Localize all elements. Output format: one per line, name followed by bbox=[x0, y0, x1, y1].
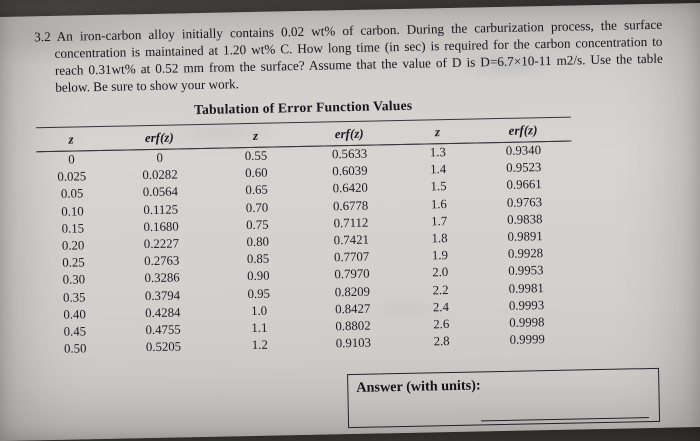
erf-value: 0.1680 bbox=[143, 219, 179, 235]
erf-value: 0.5205 bbox=[145, 339, 182, 355]
erf-value: 0.9340 bbox=[505, 143, 542, 158]
z-value: 0.65 bbox=[245, 183, 269, 198]
z-value: 1.8 bbox=[431, 231, 448, 246]
erf-value: 0.9763 bbox=[506, 194, 543, 210]
erf-column-header: erf(z) bbox=[334, 125, 364, 142]
erf-value: 0.4284 bbox=[145, 305, 181, 320]
erf-value: 0.6420 bbox=[332, 181, 369, 196]
z-value: 1.2 bbox=[251, 337, 268, 353]
z-value: 2.8 bbox=[433, 334, 450, 349]
erf-value: 0.6778 bbox=[332, 198, 369, 214]
z-value: 0.15 bbox=[61, 221, 85, 236]
erf-value: 0.9999 bbox=[509, 332, 545, 347]
erf-value: 0.9103 bbox=[335, 335, 372, 351]
problem-statement: 3.2 An iron-carbon alloy initially contai… bbox=[34, 16, 663, 97]
z-value: 1.5 bbox=[430, 179, 447, 194]
z-value: 0.10 bbox=[61, 204, 84, 219]
z-value: 1.1 bbox=[251, 320, 268, 335]
erf-value: 0.7421 bbox=[333, 232, 370, 248]
problem-text: An iron-carbon alloy initially contains … bbox=[54, 16, 663, 95]
problem-number: 3.2 bbox=[34, 28, 51, 45]
z-value: 0 bbox=[68, 152, 75, 167]
z-value: 0.80 bbox=[246, 234, 270, 250]
erf-value: 0.8427 bbox=[334, 301, 371, 317]
z-value: 0.20 bbox=[61, 238, 85, 253]
z-value: 1.6 bbox=[430, 196, 448, 212]
erf-value: 0.9981 bbox=[508, 280, 544, 296]
z-value: 2.0 bbox=[432, 265, 449, 280]
erf-value: 0.9891 bbox=[507, 229, 543, 244]
erf-value: 0.8802 bbox=[335, 318, 371, 334]
z-value: 1.7 bbox=[431, 213, 448, 229]
erf-value: 0.1125 bbox=[143, 202, 179, 217]
erf-column-header: erf(z) bbox=[508, 122, 538, 138]
erf-table-body: 0 0 0.55 0.5633 1.3 0.9340 0.025 0.0282 0.60 0.60… bbox=[37, 141, 576, 358]
erf-column-header: erf(z) bbox=[144, 129, 174, 146]
erf-value: 0.9838 bbox=[507, 212, 543, 227]
erf-value: 0.9523 bbox=[506, 160, 542, 176]
erf-value: 0.7970 bbox=[334, 267, 370, 282]
erf-value: 0.0282 bbox=[142, 167, 178, 183]
z-column-header: z bbox=[252, 127, 259, 143]
erf-value: 0.7707 bbox=[333, 249, 370, 265]
z-value: 0.70 bbox=[245, 200, 269, 215]
answer-label: Answer (with units): bbox=[356, 377, 481, 397]
erf-value: 0.0564 bbox=[142, 184, 179, 200]
erf-value: 0.3794 bbox=[144, 288, 181, 303]
erf-value: 0 bbox=[156, 150, 164, 165]
erf-table: z erf(z) z erf(z) z erf(z) 0 0 0.55 0.5633 1.3 0.9… bbox=[36, 117, 576, 359]
erf-value: 0.2227 bbox=[143, 236, 180, 252]
z-value: 0.05 bbox=[60, 186, 84, 202]
z-value: 1.0 bbox=[250, 303, 268, 318]
z-value: 0.35 bbox=[62, 289, 86, 305]
erf-value: 0.9953 bbox=[508, 263, 544, 279]
z-value: 1.4 bbox=[430, 162, 447, 177]
z-value: 0.50 bbox=[63, 341, 87, 356]
z-value: 0.75 bbox=[246, 217, 269, 232]
answer-box: Answer (with units): bbox=[347, 368, 661, 429]
z-value: 0.85 bbox=[246, 251, 270, 267]
z-column-header: z bbox=[68, 131, 74, 147]
erf-value: 0.8209 bbox=[334, 284, 371, 299]
z-value: 0.30 bbox=[62, 272, 86, 288]
z-value: 0.90 bbox=[247, 269, 270, 284]
z-value: 1.3 bbox=[429, 145, 446, 160]
z-value: 2.6 bbox=[433, 317, 450, 332]
z-value: 0.25 bbox=[62, 255, 85, 271]
z-value: 1.9 bbox=[431, 248, 449, 263]
erf-value: 0.6039 bbox=[332, 163, 368, 179]
erf-value: 0.2763 bbox=[144, 253, 180, 269]
z-value: 0.025 bbox=[57, 169, 87, 185]
z-value: 0.45 bbox=[63, 324, 87, 339]
erf-value: 0.7112 bbox=[333, 215, 369, 231]
erf-value: 0.4755 bbox=[145, 322, 181, 338]
erf-value: 0.9928 bbox=[507, 246, 544, 262]
z-value: 0.95 bbox=[247, 286, 271, 301]
z-value: 2.4 bbox=[432, 299, 450, 315]
erf-value: 0.3286 bbox=[144, 270, 180, 286]
z-value: 0.60 bbox=[245, 165, 268, 181]
erf-value: 0.9993 bbox=[508, 297, 545, 313]
erf-value: 0.9661 bbox=[506, 177, 542, 193]
erf-value: 0.9998 bbox=[509, 315, 545, 330]
z-value: 2.2 bbox=[432, 282, 449, 297]
z-column-header: z bbox=[434, 124, 441, 140]
z-value: 0.55 bbox=[244, 148, 268, 164]
z-value: 0.40 bbox=[63, 307, 86, 322]
erf-value: 0.5633 bbox=[331, 146, 368, 162]
answer-blank-line bbox=[481, 417, 649, 422]
